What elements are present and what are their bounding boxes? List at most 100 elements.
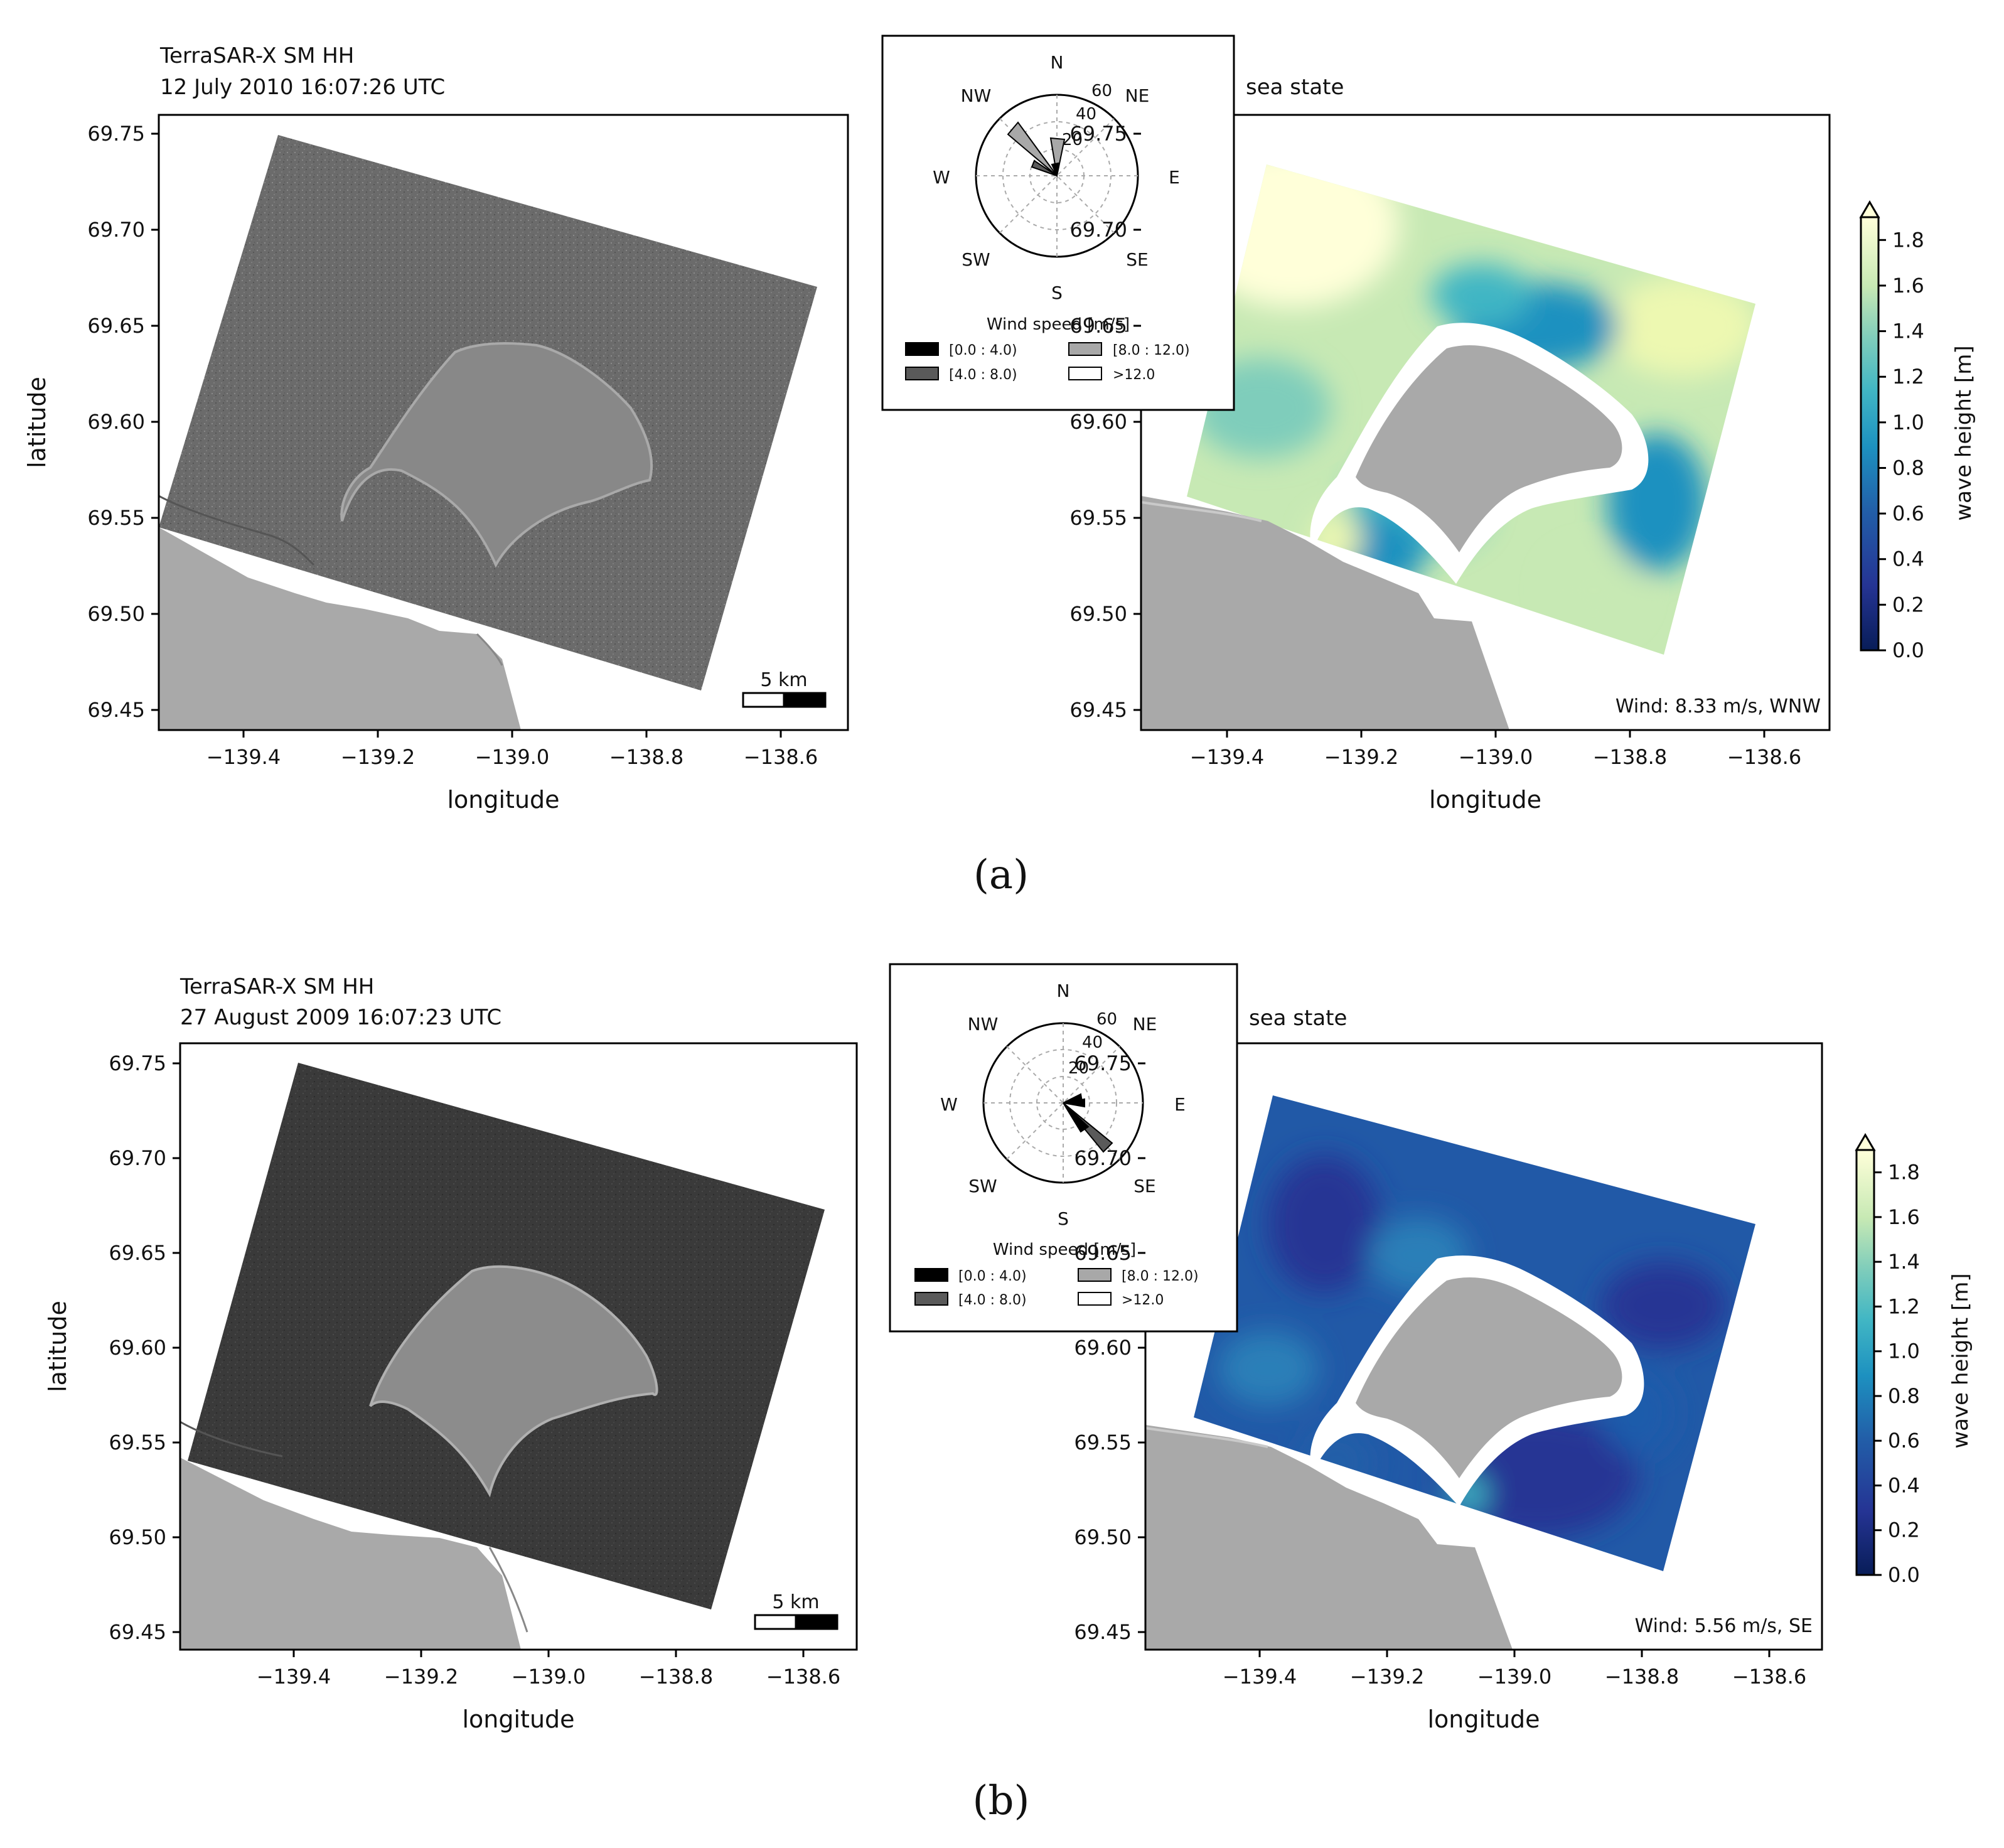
dir-e: E — [1169, 167, 1180, 188]
y-tick-label: 69.50 — [109, 1525, 166, 1549]
colorbar-tick-label: 0.6 — [1892, 502, 1924, 525]
y-tick-label: 69.55 — [109, 1431, 166, 1454]
panel-label-a: (a) — [973, 852, 1029, 898]
dir-sw: SW — [962, 249, 990, 270]
y-tick-label: 69.70 — [109, 1146, 166, 1170]
y-tick-label: 69.75 — [1069, 122, 1127, 146]
island-herschel — [1356, 1277, 1622, 1478]
x-tick-label: −139.0 — [1459, 745, 1533, 769]
panel-b-windrose: 20 40 60 N NE E SE S SW W NW Wind speed … — [889, 963, 1238, 1333]
dir-ne: NE — [1125, 85, 1150, 106]
x-tick-label: −138.6 — [766, 1665, 840, 1689]
scalebar-label: 5 km — [760, 669, 807, 691]
sar-title-line1: TerraSAR-X SM HH — [180, 974, 374, 999]
dir-nw: NW — [968, 1014, 999, 1034]
mainland-coast — [159, 527, 521, 730]
y-tick-label: 69.75 — [87, 122, 145, 146]
panel-a-colorbar: wave height [m] — [1859, 200, 1976, 652]
colorbar-tick-label: 1.2 — [1892, 365, 1924, 389]
radial-tick-40: 40 — [1076, 105, 1096, 124]
y-tick-label: 69.55 — [1069, 506, 1127, 530]
mainland-coast — [1141, 496, 1509, 730]
colorbar-tick-label: 0.8 — [1892, 456, 1924, 480]
seastate-title: sea state — [1246, 75, 1344, 100]
island-herschel — [340, 342, 653, 568]
radial-tick-40: 40 — [1082, 1033, 1103, 1052]
dir-w: W — [940, 1094, 958, 1115]
island-herschel — [1356, 345, 1622, 552]
y-tick-label: 69.65 — [87, 314, 145, 338]
colorbar-tick-label: 0.0 — [1888, 1563, 1920, 1587]
x-axis-label: longitude — [447, 786, 559, 814]
colorbar-tick-label: 0.2 — [1892, 593, 1924, 616]
mainland-coast — [1145, 1425, 1513, 1650]
x-tick-label: −138.6 — [1727, 745, 1801, 769]
windrose-bar-nnw — [1049, 137, 1066, 176]
y-tick-label: 69.70 — [1069, 218, 1127, 242]
panel-b-seastate-axes: sea state Wind: 5.56 m/s, SE — [1144, 1006, 1823, 1651]
radial-tick-20: 20 — [1062, 131, 1083, 149]
x-tick-label: −139.4 — [1223, 1665, 1297, 1689]
colorbar-tick-label: 0.4 — [1892, 547, 1924, 571]
y-tick-label: 69.50 — [1069, 602, 1127, 626]
sar-title-line2: 12 July 2010 16:07:26 UTC — [160, 75, 445, 100]
y-tick-label: 69.70 — [87, 218, 145, 242]
colorbar-label: wave height [m] — [1948, 1273, 1973, 1448]
panel-a-windrose: 20 40 60 N NE E SE S SW W NW Wind speed … — [881, 35, 1235, 411]
colorbar-tick-label: 1.8 — [1888, 1161, 1920, 1185]
seastate-plot-frame — [1144, 1042, 1823, 1651]
colorbar-tick-label: 1.0 — [1888, 1340, 1920, 1363]
y-tick-label: 69.55 — [1074, 1431, 1132, 1454]
x-tick-label: −139.2 — [384, 1665, 458, 1689]
dir-e: E — [1174, 1094, 1186, 1115]
dir-w: W — [933, 167, 950, 188]
y-tick-label: 69.60 — [87, 410, 145, 434]
legend-bin-3: >12.0 — [1113, 367, 1155, 383]
legend-bin-2: [8.0 : 12.0) — [1113, 343, 1190, 358]
panel-a-seastate-axes: sea state Wind: 8.33 m/s, WNW — [1140, 75, 1831, 731]
y-tick-label: 69.70 — [1074, 1146, 1132, 1170]
y-tick-label: 69.60 — [109, 1336, 166, 1360]
x-axis-label: longitude — [1427, 1706, 1540, 1733]
colorbar-tick-label: 0.4 — [1888, 1473, 1920, 1497]
legend-bin-0: [0.0 : 4.0) — [949, 343, 1017, 358]
dir-nw: NW — [961, 85, 992, 106]
sar-title-line2: 27 August 2009 16:07:23 UTC — [180, 1005, 501, 1030]
colorbar-tick-label: 1.4 — [1888, 1250, 1920, 1274]
legend-title: Wind speed [m/s] — [993, 1240, 1136, 1259]
seastate-title: sea state — [1249, 1006, 1347, 1031]
x-tick-label: −138.6 — [1732, 1665, 1806, 1689]
radial-tick-20: 20 — [1068, 1059, 1089, 1078]
y-tick-label: 69.60 — [1074, 1336, 1132, 1360]
y-tick-label: 69.45 — [1074, 1620, 1132, 1644]
y-tick-label: 69.55 — [87, 506, 145, 530]
legend-bin-3: >12.0 — [1122, 1292, 1164, 1308]
x-tick-label: −139.4 — [1190, 745, 1264, 769]
dir-n: N — [1057, 980, 1070, 1001]
colorbar-tick-label: 0.2 — [1888, 1518, 1920, 1542]
colorbar-tick-label: 1.6 — [1888, 1205, 1920, 1229]
panel-b-sar-axes: TerraSAR-X SM HH 27 August 2009 16:07:23… — [179, 974, 858, 1651]
y-tick-label: 69.75 — [1074, 1051, 1132, 1075]
x-tick-label: −139.0 — [1477, 1665, 1551, 1689]
y-tick-label: 69.60 — [1069, 410, 1127, 434]
y-tick-label: 69.50 — [87, 602, 145, 626]
x-tick-label: −138.8 — [639, 1665, 713, 1689]
colorbar-tick-label: 1.0 — [1892, 411, 1924, 434]
colorbar-tick-label: 0.8 — [1888, 1384, 1920, 1408]
panel-a-sar-axes: TerraSAR-X SM HH 12 July 2010 16:07:26 U… — [158, 43, 849, 731]
legend-bin-1: [4.0 : 8.0) — [949, 367, 1017, 383]
wind-annotation: Wind: 5.56 m/s, SE — [1635, 1615, 1813, 1637]
y-axis-label: latitude — [23, 377, 51, 468]
x-tick-label: −138.8 — [1605, 1665, 1679, 1689]
x-tick-label: −139.0 — [512, 1665, 586, 1689]
y-tick-label: 69.45 — [1069, 698, 1127, 722]
sar-plot-frame — [179, 1042, 858, 1651]
windrose-bar-nw — [1007, 121, 1058, 176]
scalebar: 5 km — [742, 669, 827, 708]
wind-annotation: Wind: 8.33 m/s, WNW — [1616, 696, 1821, 717]
dir-ne: NE — [1133, 1014, 1157, 1034]
dir-sw: SW — [968, 1176, 997, 1196]
scalebar: 5 km — [754, 1591, 839, 1630]
